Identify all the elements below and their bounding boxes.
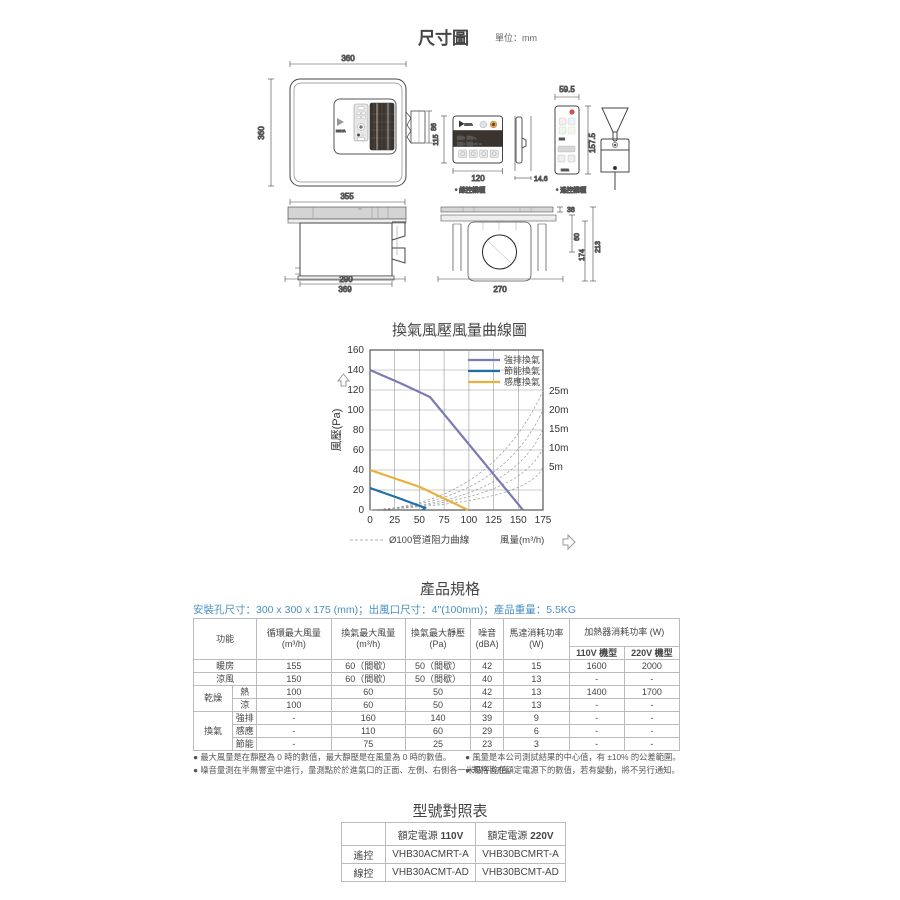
svg-text:125: 125 xyxy=(485,515,502,526)
svg-text:60: 60 xyxy=(353,445,365,456)
svg-text:120: 120 xyxy=(347,385,364,396)
svg-text:100: 100 xyxy=(461,515,478,526)
svg-text:75: 75 xyxy=(439,515,451,526)
svg-text:25: 25 xyxy=(389,515,401,526)
svg-text:強排換氣: 強排換氣 xyxy=(504,354,540,365)
svg-text:140: 140 xyxy=(347,365,364,376)
svg-text:25m: 25m xyxy=(549,386,568,397)
svg-text:風壓(Pa): 風壓(Pa) xyxy=(330,409,343,452)
svg-text:0: 0 xyxy=(358,505,364,516)
svg-text:Ø100管道阻力曲線: Ø100管道阻力曲線 xyxy=(389,534,470,546)
svg-text:15m: 15m xyxy=(549,424,568,435)
svg-text:40: 40 xyxy=(353,465,365,476)
svg-text:0: 0 xyxy=(367,515,373,526)
svg-text:20: 20 xyxy=(353,485,365,496)
svg-text:80: 80 xyxy=(353,425,365,436)
svg-text:100: 100 xyxy=(347,405,364,416)
svg-text:5m: 5m xyxy=(549,462,563,473)
svg-text:175: 175 xyxy=(535,515,552,526)
svg-text:10m: 10m xyxy=(549,443,568,454)
svg-text:20m: 20m xyxy=(549,405,568,416)
svg-text:150: 150 xyxy=(510,515,527,526)
svg-text:感應換氣: 感應換氣 xyxy=(504,376,540,387)
svg-text:節能換氣: 節能換氣 xyxy=(504,365,540,376)
svg-text:風量(m³/h): 風量(m³/h) xyxy=(500,535,544,546)
svg-text:50: 50 xyxy=(414,515,426,526)
svg-text:160: 160 xyxy=(347,345,364,356)
